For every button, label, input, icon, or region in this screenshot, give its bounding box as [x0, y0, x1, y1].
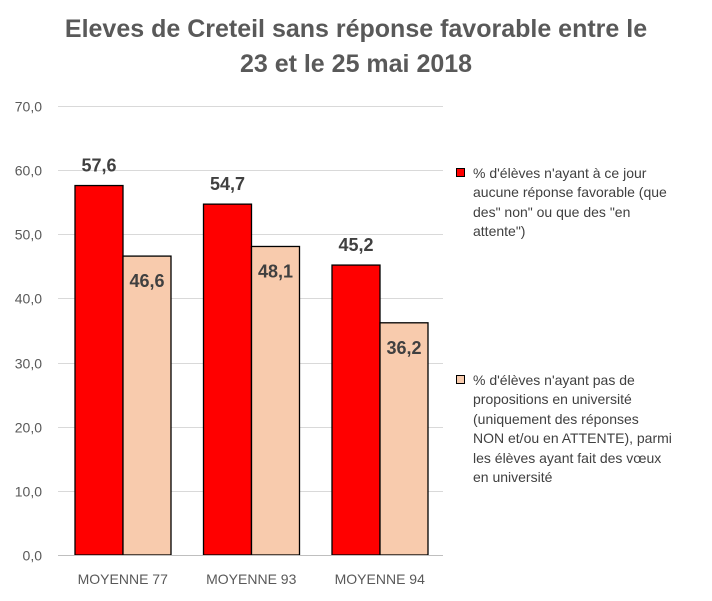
legend-item-series-1: % d'élèves n'ayant à ce jour aucune répo… [456, 164, 708, 242]
y-tick-label: 0,0 [23, 548, 43, 564]
legend-label-series-1-line-2: aucune réponse favorable (que [473, 184, 667, 201]
data-label-series-1-0: 57,6 [81, 156, 116, 176]
bar-series-1-2 [331, 264, 381, 556]
data-labels: 57,6 46,6 54,7 48,1 45,2 36,2 [81, 156, 421, 358]
data-label-series-1-1: 54,7 [210, 174, 245, 194]
legend-label-series-2-line-2: propositions en université [473, 391, 632, 408]
bars [74, 184, 429, 556]
bar-series-1-0 [74, 184, 124, 556]
chart-title: Eleves de Creteil sans réponse favorable… [0, 12, 712, 82]
legend-item-series-2: % d'élèves n'ayant pas de propositions e… [456, 371, 708, 487]
legend-label-series-2-line-5: les élèves ayant fait des vœux [473, 449, 662, 466]
legend-label-series-1-line-3: des" non" ou que des "en [473, 203, 631, 220]
legend-label-series-2-line-3: (uniquement des réponses [473, 410, 639, 427]
data-label-series-2-1: 48,1 [258, 261, 293, 281]
legend-label-series-1-line-4: attente") [473, 223, 526, 240]
x-category-label: MOYENNE 77 [78, 571, 168, 587]
chart-title-line-1: Eleves de Creteil sans réponse favorable… [64, 15, 648, 43]
legend-label-series-2-line-1: % d'élèves n'ayant pas de [473, 372, 635, 388]
bar-series-2-0 [122, 255, 172, 556]
y-tick-label: 30,0 [15, 356, 42, 372]
legend-label-series-1: % d'élèves n'ayant à ce jour aucune répo… [473, 164, 708, 242]
x-category-label: MOYENNE 94 [335, 571, 425, 587]
y-axis-tick-labels: 0,0 10,0 20,0 30,0 40,0 50,0 60,0 70,0 [15, 99, 42, 564]
y-tick-label: 60,0 [15, 163, 42, 179]
data-label-series-1-2: 45,2 [338, 235, 373, 255]
legend-label-series-2-line-4: NON et/ou en ATTENTE), parmi [473, 430, 672, 447]
chart-title-line-2: 23 et le 25 mai 2018 [239, 50, 473, 78]
legend-swatch-series-1 [456, 168, 465, 177]
data-label-series-2-0: 46,6 [129, 271, 164, 291]
y-tick-label: 20,0 [15, 420, 42, 436]
legend-label-series-1-line-1: % d'élèves n'ayant à ce jour [473, 165, 647, 181]
y-tick-label: 70,0 [15, 99, 42, 115]
legend-swatch-series-2 [456, 375, 465, 384]
bar-series-1-1 [202, 203, 253, 556]
y-tick-label: 40,0 [15, 291, 42, 307]
legend-label-series-2-line-6: en université [473, 469, 553, 486]
x-category-label: MOYENNE 93 [206, 571, 296, 587]
x-axis-category-labels: MOYENNE 77 MOYENNE 93 MOYENNE 94 [78, 571, 425, 587]
y-tick-label: 50,0 [15, 227, 42, 243]
bar-series-2-1 [250, 245, 301, 556]
legend-label-series-2: % d'élèves n'ayant pas de propositions e… [473, 371, 708, 487]
bar-series-2-2 [379, 322, 429, 556]
data-label-series-2-2: 36,2 [386, 338, 421, 358]
y-tick-label: 10,0 [15, 484, 42, 500]
